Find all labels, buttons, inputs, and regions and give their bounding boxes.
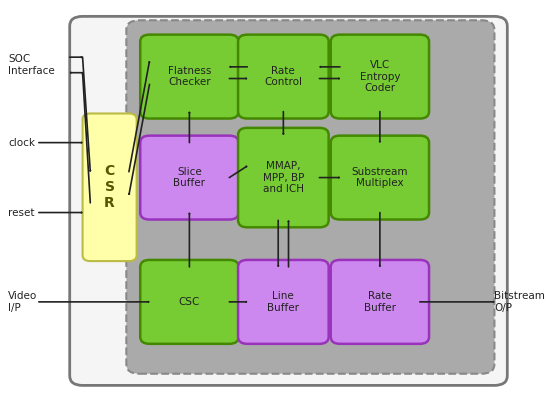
FancyBboxPatch shape — [140, 260, 238, 344]
Text: MMAP,
MPP, BP
and ICH: MMAP, MPP, BP and ICH — [263, 161, 304, 194]
Text: C
S
R: C S R — [104, 164, 115, 210]
Text: Flatness
Checker: Flatness Checker — [168, 66, 211, 87]
Text: CSC: CSC — [179, 297, 200, 307]
FancyBboxPatch shape — [238, 260, 328, 344]
FancyBboxPatch shape — [238, 35, 328, 119]
Text: Bitstream
O/P: Bitstream O/P — [495, 291, 545, 313]
FancyBboxPatch shape — [238, 128, 328, 227]
FancyBboxPatch shape — [83, 113, 137, 261]
Text: Rate
Control: Rate Control — [264, 66, 302, 87]
FancyBboxPatch shape — [331, 260, 429, 344]
Text: Substream
Multiplex: Substream Multiplex — [352, 167, 408, 188]
FancyBboxPatch shape — [331, 136, 429, 219]
Text: Rate
Buffer: Rate Buffer — [364, 291, 396, 313]
FancyBboxPatch shape — [126, 20, 495, 374]
FancyBboxPatch shape — [140, 136, 238, 219]
FancyBboxPatch shape — [331, 35, 429, 119]
Text: VLC
Entropy
Coder: VLC Entropy Coder — [360, 60, 400, 93]
FancyBboxPatch shape — [70, 17, 507, 385]
Text: Video
I/P: Video I/P — [8, 291, 37, 313]
Text: reset: reset — [8, 208, 34, 217]
Text: Slice
Buffer: Slice Buffer — [173, 167, 205, 188]
Text: clock: clock — [8, 138, 35, 148]
FancyBboxPatch shape — [140, 35, 238, 119]
Text: SOC
Interface: SOC Interface — [8, 54, 55, 76]
Text: Line
Buffer: Line Buffer — [267, 291, 299, 313]
